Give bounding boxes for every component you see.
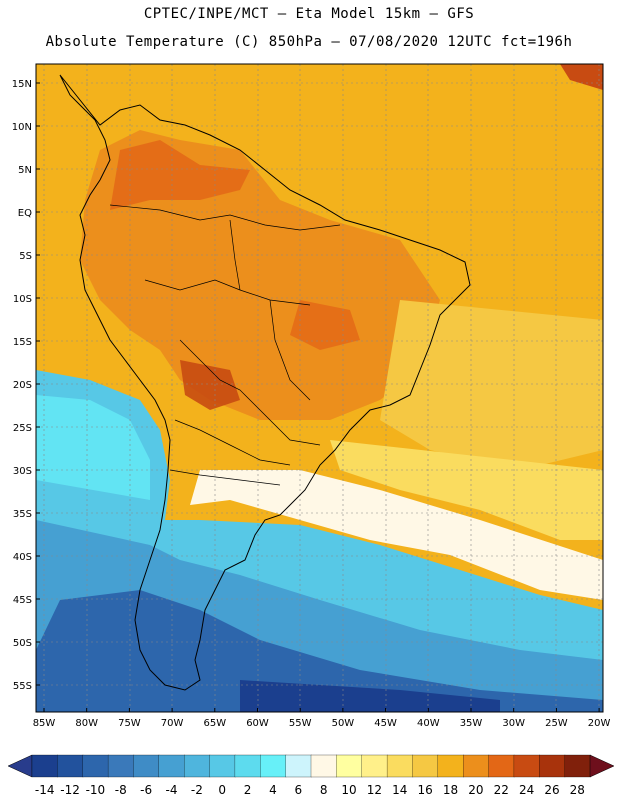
hot-spot-central-brazil bbox=[290, 300, 360, 350]
colorbar-swatch bbox=[82, 754, 109, 778]
south-america-coastline bbox=[59, 74, 471, 691]
lon-label: 85W bbox=[33, 718, 56, 729]
atlantic-yellow-band bbox=[380, 300, 603, 470]
hot-spot-northeast-corner bbox=[560, 64, 603, 90]
lat-label: 20S bbox=[13, 380, 32, 391]
hot-spot-northwest bbox=[110, 140, 250, 210]
colorbar-swatch bbox=[513, 754, 540, 778]
colorbar-label: 6 bbox=[294, 783, 302, 797]
colorbar-label: 12 bbox=[367, 783, 382, 797]
colorbar-over-arrow bbox=[589, 754, 615, 778]
colorbar-label: 0 bbox=[218, 783, 226, 797]
lat-label: 30S bbox=[13, 466, 32, 477]
lat-label: 10N bbox=[12, 122, 32, 133]
colorbar-swatch bbox=[158, 754, 185, 778]
colorbar-swatch bbox=[31, 754, 59, 778]
graticule bbox=[36, 64, 603, 712]
lon-label: 25W bbox=[545, 718, 568, 729]
subtropical-yellow-band bbox=[330, 440, 603, 540]
temperature-field bbox=[36, 64, 603, 712]
lon-label: 45W bbox=[374, 718, 397, 729]
pacific-cyan-zone bbox=[36, 395, 150, 500]
lat-label: 55S bbox=[13, 681, 32, 692]
colorbar-swatch bbox=[57, 754, 84, 778]
colorbar-label: -6 bbox=[140, 783, 152, 797]
colorbar-swatch bbox=[386, 754, 414, 778]
colorbar-label: 20 bbox=[468, 783, 483, 797]
warm-land-zone bbox=[80, 130, 440, 420]
colorbar-swatch bbox=[260, 754, 287, 778]
colorbar-swatch bbox=[107, 754, 135, 778]
lon-label: 40W bbox=[417, 718, 440, 729]
lon-label: 75W bbox=[118, 718, 141, 729]
colorbar-label: 4 bbox=[269, 783, 277, 797]
lat-label: 5N bbox=[18, 165, 32, 176]
colorbar-label: 24 bbox=[519, 783, 534, 797]
lat-label: 45S bbox=[13, 595, 32, 606]
colorbar-swatch bbox=[310, 754, 338, 778]
colorbar-label: -2 bbox=[191, 783, 203, 797]
lon-label: 35W bbox=[460, 718, 483, 729]
pale-transition-band bbox=[190, 470, 603, 600]
colorbar-label: -4 bbox=[166, 783, 178, 797]
lon-label: 55W bbox=[289, 718, 312, 729]
lat-label: 15N bbox=[12, 79, 32, 90]
colorbar-swatch bbox=[209, 754, 236, 778]
colorbar-label: 14 bbox=[392, 783, 407, 797]
colorbar-label: -14 bbox=[35, 783, 55, 797]
colorbar-swatch bbox=[133, 754, 160, 778]
colorbar-label: 18 bbox=[443, 783, 458, 797]
colorbar-label: 28 bbox=[570, 783, 585, 797]
colorbar-label: 10 bbox=[341, 783, 356, 797]
longitude-labels: 85W 80W 75W 70W 65W 60W 55W 50W 45W 40W 35W 30W 25W 2… bbox=[33, 708, 611, 729]
colorbar-swatch bbox=[539, 754, 566, 778]
colorbar-swatch bbox=[234, 754, 261, 778]
colorbar-label: -12 bbox=[60, 783, 80, 797]
latitude-labels: 15N 10N 5N EQ 5S 10S 15S 20S 25S 30S 35S 40S 45S 50S 5… bbox=[12, 79, 40, 692]
lat-label: 35S bbox=[13, 509, 32, 520]
lat-label: 15S bbox=[13, 337, 32, 348]
country-borders bbox=[109, 204, 341, 486]
colorbar-under-arrow bbox=[7, 754, 33, 778]
lat-label: 5S bbox=[19, 251, 32, 262]
colorbar-label: 16 bbox=[417, 783, 432, 797]
hot-spot-chaco bbox=[180, 360, 240, 410]
lat-label: 40S bbox=[13, 552, 32, 563]
lat-label: 50S bbox=[13, 638, 32, 649]
colorbar-label: 22 bbox=[494, 783, 509, 797]
colorbar-swatch bbox=[437, 754, 464, 778]
colorbar-label: 8 bbox=[320, 783, 328, 797]
lon-label: 70W bbox=[161, 718, 184, 729]
chart-title-line1: CPTEC/INPE/MCT – Eta Model 15km – GFS bbox=[143, 6, 475, 22]
coldest-zone bbox=[240, 680, 500, 712]
colorbar-swatch bbox=[463, 754, 490, 778]
colorbar-label: 2 bbox=[244, 783, 252, 797]
colorbar-swatch bbox=[285, 754, 312, 778]
colorbar-swatch bbox=[336, 754, 363, 778]
colorbar-swatch bbox=[184, 754, 211, 778]
colorbar-swatch bbox=[564, 754, 591, 778]
very-cold-zone bbox=[36, 590, 603, 712]
colorbar-swatch bbox=[412, 754, 439, 778]
lon-label: 50W bbox=[332, 718, 355, 729]
lon-label: 60W bbox=[246, 718, 269, 729]
lat-label: 25S bbox=[13, 423, 32, 434]
lat-label: EQ bbox=[18, 208, 32, 219]
lat-label: 10S bbox=[13, 294, 32, 305]
colorbar: -14 -12 -10 -8 -6 -4 -2 0 2 4 6 8 10 12 14 16 18 20 22 24 26… bbox=[7, 754, 615, 797]
lon-label: 65W bbox=[203, 718, 226, 729]
lon-label: 80W bbox=[75, 718, 98, 729]
colorbar-swatch bbox=[488, 754, 515, 778]
colorbar-swatch bbox=[361, 754, 388, 778]
lon-label: 20W bbox=[588, 718, 611, 729]
lon-label: 30W bbox=[502, 718, 525, 729]
chart-title-line2: Absolute Temperature (C) 850hPa – 07/08/… bbox=[45, 34, 573, 50]
colorbar-label: -8 bbox=[115, 783, 127, 797]
colorbar-label: 26 bbox=[544, 783, 559, 797]
colorbar-label: -10 bbox=[86, 783, 106, 797]
map-border bbox=[35, 63, 604, 713]
